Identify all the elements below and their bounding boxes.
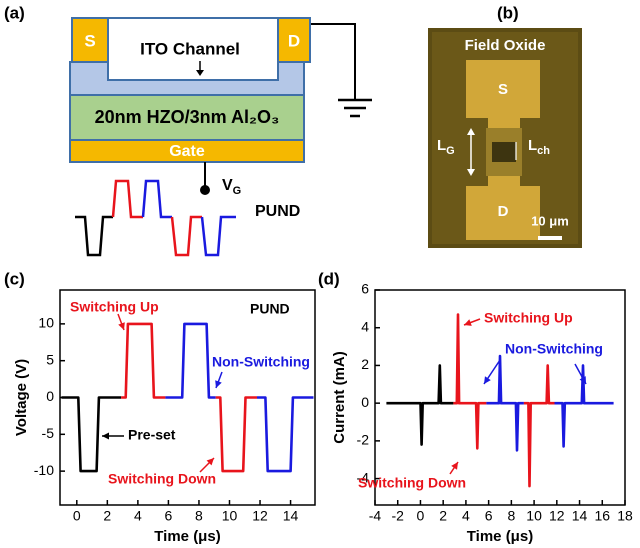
data-line xyxy=(386,365,453,444)
y-tick-label: 10 xyxy=(38,315,54,331)
x-tick-label: 4 xyxy=(134,508,142,524)
subscript: G xyxy=(446,145,455,157)
annotation: Pre-set xyxy=(128,427,176,443)
x-tick-label: 10 xyxy=(222,508,238,524)
subscript: ch xyxy=(537,145,550,157)
annotation: Switching Down xyxy=(358,475,466,491)
subscript: G xyxy=(233,185,242,197)
x-tick-label: 0 xyxy=(417,508,425,524)
figure: (a) S D ITO Channel 20nm HZO/3nm Al₂O₃ G… xyxy=(0,0,640,548)
y-tick-label: 5 xyxy=(46,351,54,367)
x-tick-label: 14 xyxy=(572,508,588,524)
channel xyxy=(492,142,516,162)
annotation: Switching Down xyxy=(108,471,216,487)
x-tick-label: 16 xyxy=(594,508,610,524)
y-axis-label: Current (mA) xyxy=(331,351,348,444)
data-line xyxy=(165,324,215,398)
panel-label: (b) xyxy=(497,3,519,22)
scale-bar xyxy=(538,236,562,240)
x-tick-label: 12 xyxy=(549,508,565,524)
x-tick-label: -2 xyxy=(392,508,405,524)
ground-wire xyxy=(310,24,355,100)
gate-label: Gate xyxy=(169,143,205,160)
data-line xyxy=(453,315,486,449)
annotation: Non-Switching xyxy=(505,341,603,357)
panel-label: (c) xyxy=(4,269,25,288)
symbol: V xyxy=(222,177,233,194)
x-tick-label: 2 xyxy=(439,508,447,524)
x-axis-label: Time (μs) xyxy=(154,528,220,545)
device-diagram: (a) S D ITO Channel 20nm HZO/3nm Al₂O₃ G… xyxy=(4,3,372,255)
x-tick-label: 6 xyxy=(485,508,493,524)
annotation: Switching Up xyxy=(484,310,573,326)
y-tick-label: -2 xyxy=(357,432,370,448)
micrograph: (b) Field Oxide S D LG Lch 10 μm xyxy=(428,3,582,248)
annotation-arrow-head xyxy=(484,376,491,384)
data-line xyxy=(121,324,165,398)
stack-label: 20nm HZO/3nm Al₂O₃ xyxy=(95,107,280,127)
channel-label: ITO Channel xyxy=(140,39,240,58)
waveform xyxy=(143,181,172,217)
annotation: Switching Up xyxy=(70,299,159,315)
drain-label: D xyxy=(288,31,300,50)
waveform xyxy=(202,217,236,255)
gate-voltage-label: VG xyxy=(222,177,241,197)
x-tick-label: 6 xyxy=(165,508,173,524)
waveform xyxy=(172,217,202,255)
annotation-arrow-head xyxy=(102,433,109,440)
micrograph-title: Field Oxide xyxy=(465,37,546,54)
y-tick-label: 0 xyxy=(46,388,54,404)
x-tick-label: 10 xyxy=(526,508,542,524)
x-tick-label: 8 xyxy=(195,508,203,524)
x-tick-label: 2 xyxy=(103,508,111,524)
symbol: L xyxy=(437,137,446,154)
scale-bar-label: 10 μm xyxy=(531,213,569,228)
x-tick-label: 8 xyxy=(507,508,515,524)
x-tick-label: -4 xyxy=(369,508,382,524)
waveform xyxy=(75,217,113,255)
panel-label: (d) xyxy=(318,269,340,288)
x-tick-label: 14 xyxy=(283,508,299,524)
symbol: L xyxy=(528,137,537,154)
data-line xyxy=(257,398,314,472)
data-line xyxy=(486,356,524,450)
annotation-arrow-head xyxy=(451,462,458,470)
panel-label: (a) xyxy=(4,3,25,22)
y-axis-label: Voltage (V) xyxy=(13,359,30,436)
data-line xyxy=(62,398,122,472)
y-tick-label: 4 xyxy=(361,318,369,334)
source-label: S xyxy=(84,31,95,50)
waveform xyxy=(113,181,143,217)
x-axis-label: Time (μs) xyxy=(467,528,533,545)
y-tick-label: -5 xyxy=(42,425,55,441)
annotation: Non-Switching xyxy=(212,354,310,370)
x-tick-label: 4 xyxy=(462,508,470,524)
waveform-label: PUND xyxy=(255,203,300,220)
x-tick-label: 18 xyxy=(617,508,633,524)
y-tick-label: 6 xyxy=(361,281,369,297)
y-tick-label: -10 xyxy=(34,462,54,478)
data-line xyxy=(216,398,257,472)
y-tick-label: 2 xyxy=(361,356,369,372)
drain-label: D xyxy=(498,203,509,220)
source-label: S xyxy=(498,81,508,98)
y-tick-label: 0 xyxy=(361,394,369,410)
x-tick-label: 0 xyxy=(73,508,81,524)
annotation: PUND xyxy=(250,301,290,317)
data-line xyxy=(524,365,555,486)
gate-node xyxy=(200,185,210,195)
x-tick-label: 12 xyxy=(252,508,268,524)
